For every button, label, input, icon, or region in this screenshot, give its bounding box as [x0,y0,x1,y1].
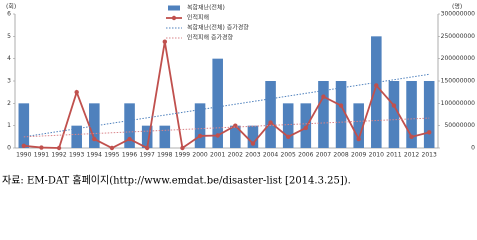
x-tick-label: 2013 [422,152,437,159]
legend-swatch [168,5,180,11]
y-tick-label: 2 [7,100,11,107]
line-marker [144,145,150,151]
line [23,41,430,150]
bar [371,36,382,149]
bar [230,125,241,148]
bar [318,81,329,148]
bar [265,81,276,148]
line-marker [321,94,326,99]
line-marker [39,145,44,150]
x-tick-label: 2009 [351,152,366,159]
x-tick-label: 1992 [51,152,66,159]
line-marker [250,141,256,146]
x-tick-label: 1999 [175,152,190,159]
line-marker [356,136,361,142]
trend-line [23,117,430,138]
line-marker [197,133,203,139]
legend-swatch [171,15,177,21]
bar [423,81,435,148]
bar [141,125,153,148]
x-tick-label: 2008 [333,152,348,159]
x-tick-label: 2010 [369,152,384,159]
line-marker [21,143,27,148]
y-tick-label: 0 [7,145,11,152]
x-tick-label: 1996 [122,152,137,159]
bar [124,103,135,148]
chart: (회) (명) 자료: EM-DAT 홈페이지(http://www.emdat… [2,3,476,187]
line-marker [215,133,220,138]
bar [71,125,82,148]
x-tick-label: 2007 [316,152,331,159]
bar [388,81,400,148]
legend-label: 복합재난(전체) 증가경향 [187,24,249,32]
source: 자료: EM-DAT 홈페이지(http://www.emdat.be/disa… [2,174,351,187]
x-tick-label: 1994 [87,152,102,159]
line-marker [162,39,168,44]
x-tick-label: 2006 [298,152,313,159]
y2-tick-label: 200000000 [441,55,476,62]
line-marker [285,134,291,140]
bar [406,81,417,148]
line-marker [180,145,185,151]
x-tick-label: 1997 [140,152,155,159]
x-tick-label: 2000 [192,152,207,159]
bar [212,58,223,148]
x-tick-label: 1995 [104,152,119,159]
y2-tick-label: 300000000 [441,11,476,18]
y2-tick-label: 100000000 [441,100,476,107]
y-axis-label: (회) [6,3,16,11]
x-tick-label: 1990 [16,152,31,159]
bar [18,103,30,148]
bar [335,81,347,148]
x-tick-label: 1991 [34,152,49,159]
line-marker [409,134,414,140]
line-marker [74,89,79,95]
x-tick-label: 1993 [69,152,84,159]
y-tick-label: 1 [7,122,11,129]
x-tick-label: 1998 [157,152,172,159]
line-marker [426,130,432,135]
bar [247,125,259,148]
bar [282,103,294,148]
legend-label: 인적피해 [187,14,209,22]
line-marker [338,103,344,108]
legend-label: 인적피해 증가경향 [187,34,234,42]
y2-tick-label: 50000000 [444,122,475,129]
line-marker [127,136,132,142]
trend-line [23,73,430,138]
x-tick-label: 2004 [263,152,278,159]
bar [89,103,100,148]
x-tick-label: 2003 [245,152,260,159]
y2-tick-label: 250000000 [441,33,476,40]
line-marker [92,136,97,142]
y2-tick-label: 150000000 [441,78,476,85]
line-marker [109,145,115,151]
bar [194,103,206,148]
x-tick-label: 2002 [228,152,243,159]
bar [353,103,364,148]
y-tick-label: 5 [7,33,11,40]
y2-axis-label: (명) [452,3,462,11]
x-tick-label: 2001 [210,152,225,159]
bar [300,103,312,148]
x-tick-label: 2011 [386,152,401,159]
line-marker [56,145,62,151]
line-marker [303,125,309,131]
line-marker [374,83,379,88]
y-tick-label: 3 [7,78,11,85]
x-tick-label: 2005 [281,152,296,159]
line-marker [268,120,273,125]
bar [159,125,171,148]
legend-label: 복합재난(전체) [187,4,225,12]
y-tick-label: 4 [7,55,11,62]
x-tick-label: 2012 [404,152,419,159]
y-tick-label: 6 [7,11,11,18]
y2-tick-label: 0 [471,145,475,152]
line-marker [391,103,397,108]
